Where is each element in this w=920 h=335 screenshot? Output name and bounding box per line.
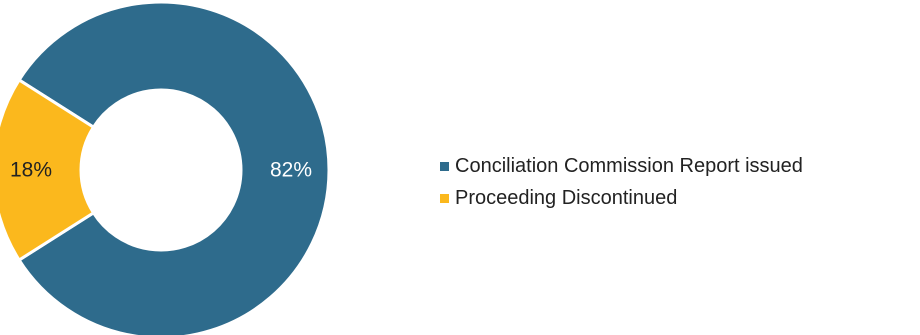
slice-label-report-issued: 82%	[270, 159, 312, 182]
legend-label-report-issued: Conciliation Commission Report issued	[455, 154, 803, 177]
legend-label-proceeding-discontinued: Proceeding Discontinued	[455, 186, 678, 209]
slice-report-issued	[17, 0, 331, 335]
legend-swatch-proceeding-discontinued	[440, 193, 449, 203]
slice-proceeding-discontinued	[0, 77, 96, 263]
slice-label-proceeding-discontinued: 18%	[10, 159, 52, 182]
legend-item-proceeding-discontinued: Proceeding Discontinued	[440, 182, 803, 214]
chart-legend: Conciliation Commission Report issued Pr…	[440, 150, 803, 214]
donut-chart: 82% 18%	[0, 0, 331, 335]
legend-item-report-issued: Conciliation Commission Report issued	[440, 150, 803, 182]
legend-swatch-report-issued	[440, 161, 449, 171]
